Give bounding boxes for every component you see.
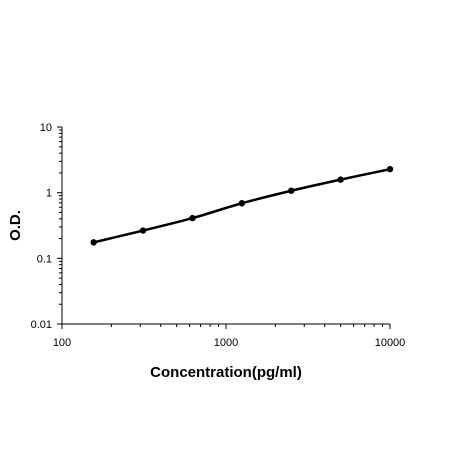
data-points — [90, 165, 394, 246]
axes — [61, 127, 390, 325]
data-point — [337, 176, 344, 183]
y-tick-label: 0.1 — [37, 253, 52, 265]
data-point — [288, 187, 295, 194]
data-point — [90, 239, 97, 246]
data-point — [386, 165, 394, 173]
ticks — [57, 126, 391, 329]
y-tick-label: 10 — [40, 122, 52, 134]
y-axis-title: O.D. — [7, 210, 24, 241]
y-tick-label: 0.01 — [31, 319, 52, 331]
x-tick-label: 1000 — [214, 337, 238, 349]
data-point — [189, 214, 196, 222]
tick-labels: 0.01 0.1 1 10 100 1000 10000 — [31, 122, 406, 349]
x-axis-title: Concentration(pg/ml) — [150, 364, 302, 381]
x-tick-label: 100 — [53, 337, 71, 349]
y-tick-label: 1 — [46, 188, 52, 200]
x-tick-label: 10000 — [375, 337, 406, 349]
data-point — [139, 227, 147, 234]
data-point — [238, 200, 246, 207]
